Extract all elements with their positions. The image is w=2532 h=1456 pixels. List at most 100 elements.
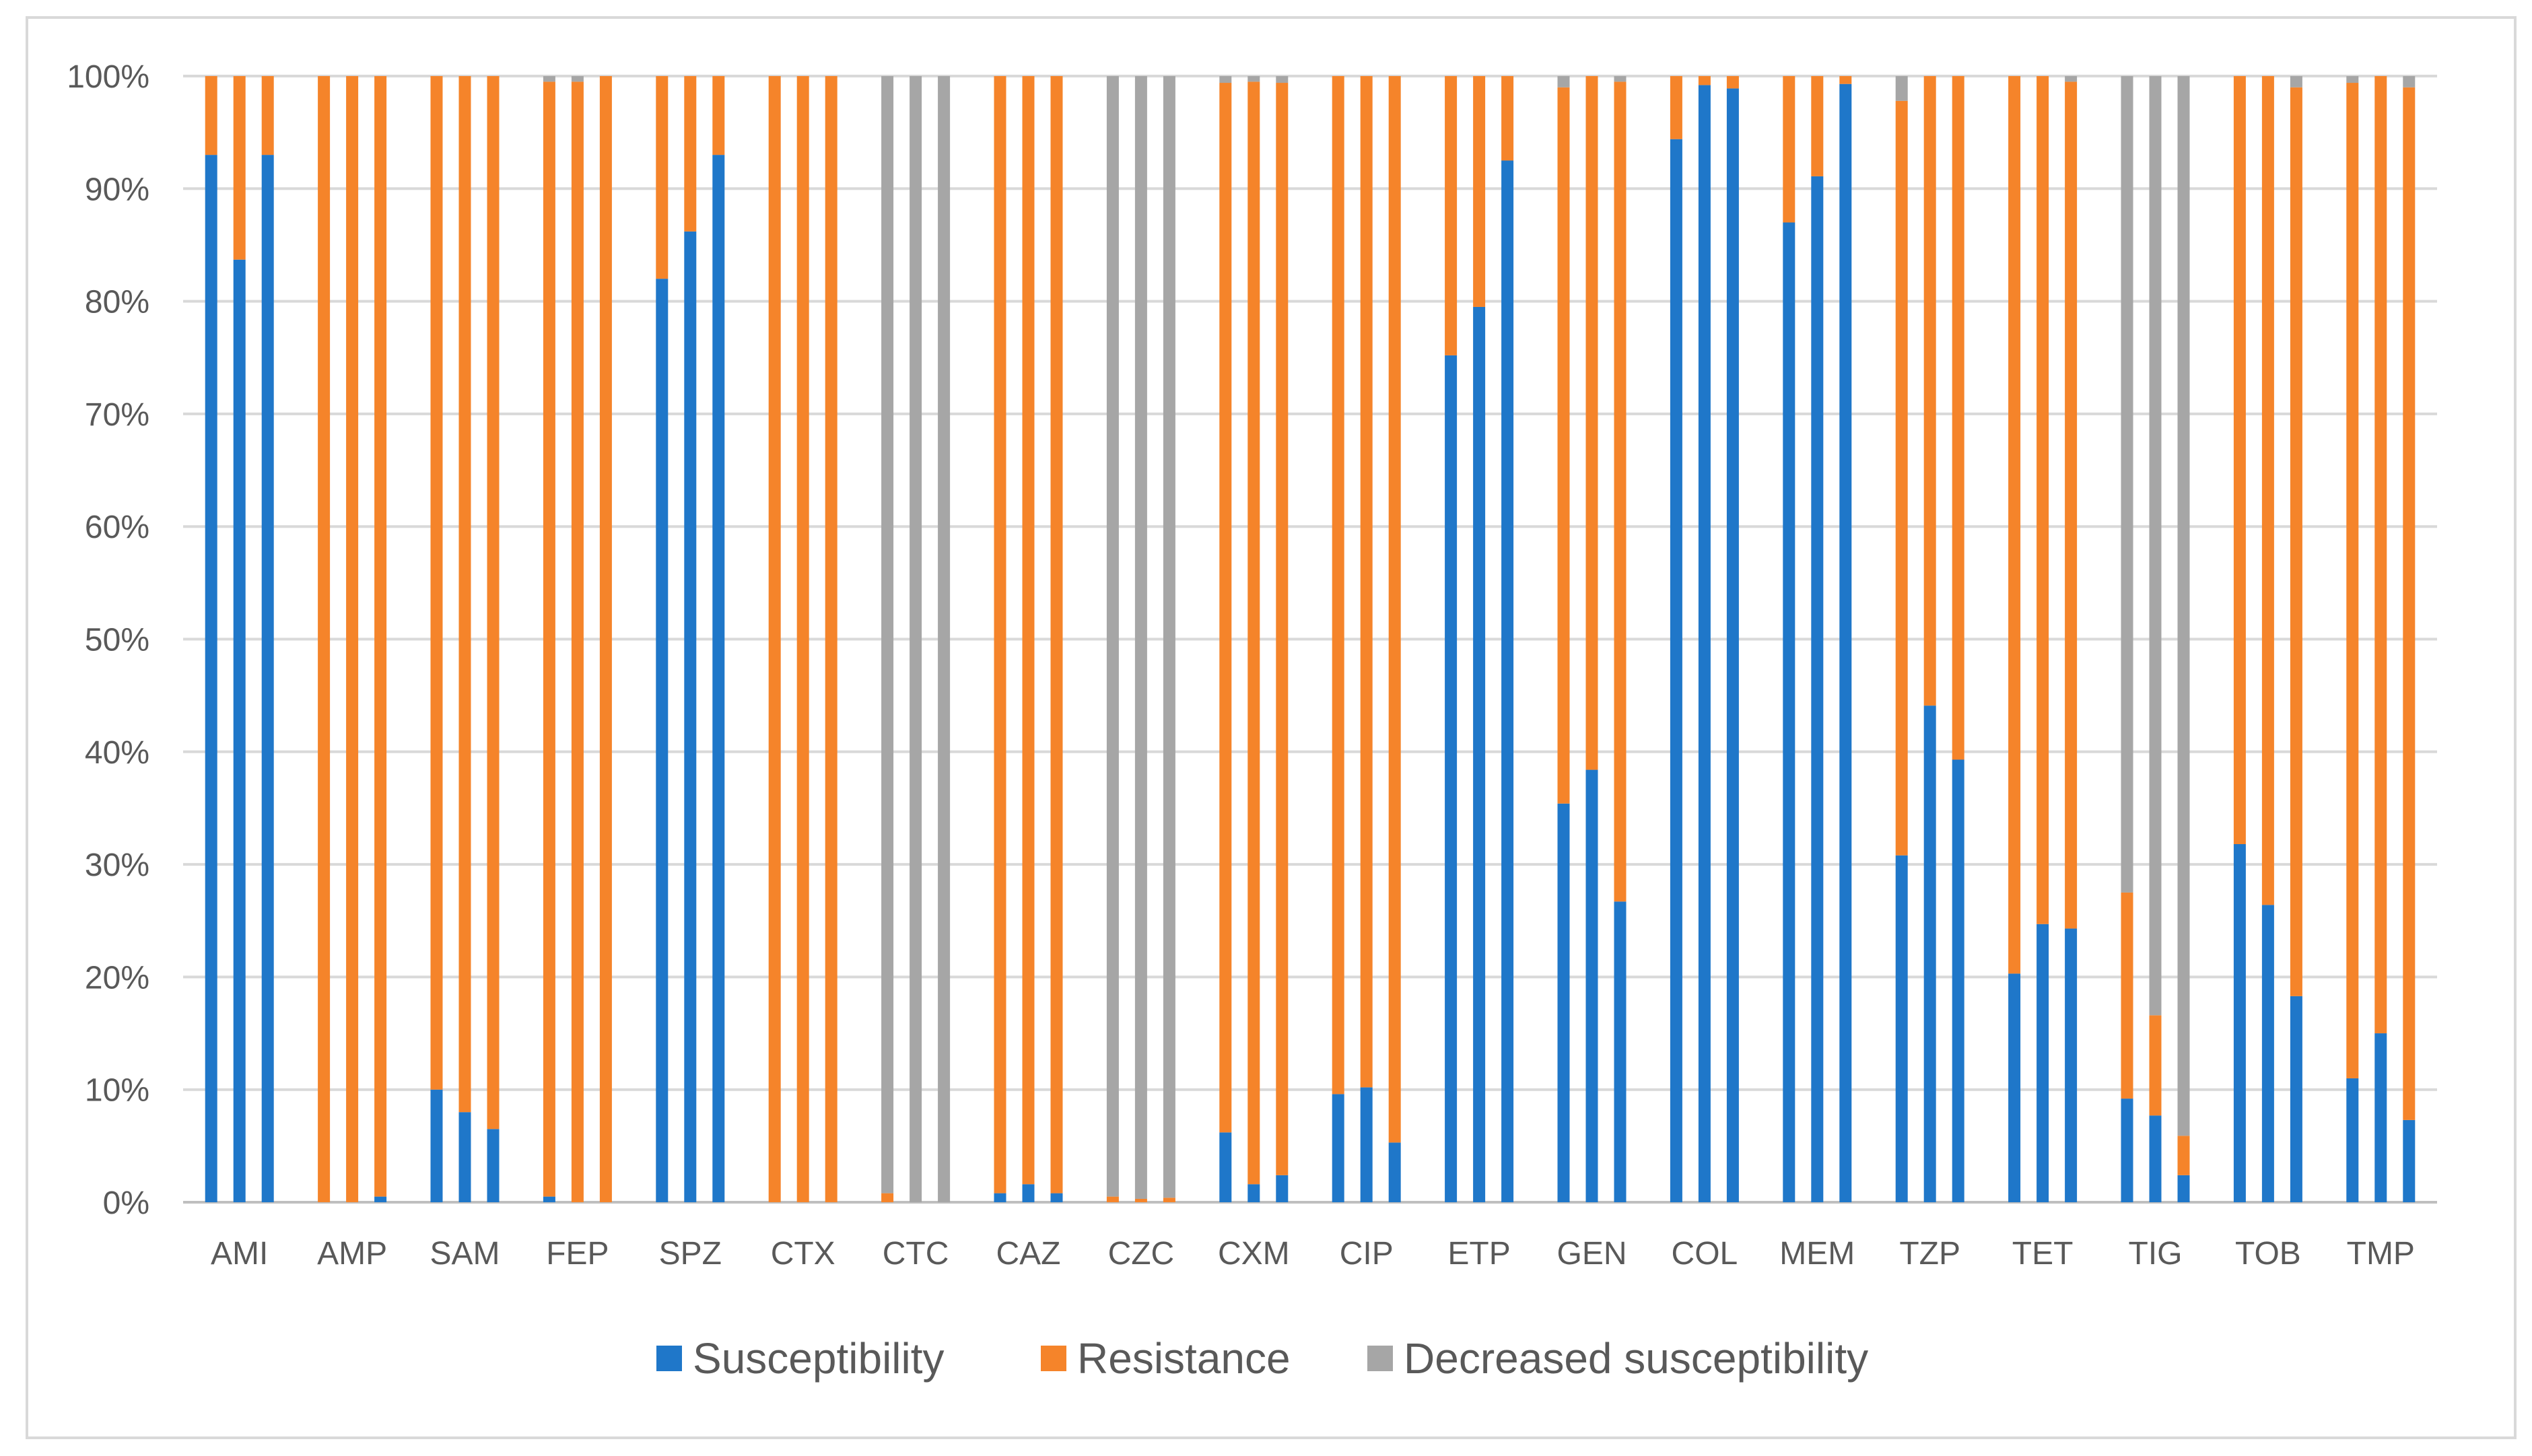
bar-tob-1-resistance xyxy=(2233,76,2246,844)
bar-spz-2-susceptibility xyxy=(684,231,697,1202)
bar-cip-2-susceptibility xyxy=(1360,1087,1373,1202)
x-tick-label-tob: TOB xyxy=(2235,1236,2301,1272)
x-tick-label-caz: CAZ xyxy=(996,1236,1061,1272)
bar-tob-1-susceptibility xyxy=(2233,843,2246,1202)
bar-mem-1-susceptibility xyxy=(1783,222,1795,1202)
legend-swatch-decreased-susceptibility xyxy=(1367,1346,1393,1371)
bar-fep-2-decreased-susceptibility xyxy=(571,76,584,82)
bar-tzp-1-susceptibility xyxy=(1895,855,1908,1202)
bar-ctc-3-decreased-susceptibility xyxy=(938,76,951,1202)
bar-cip-1-resistance xyxy=(1332,76,1344,1095)
bar-col-1-susceptibility xyxy=(1670,139,1682,1203)
bar-etp-3-susceptibility xyxy=(1501,160,1514,1203)
legend-label-susceptibility: Susceptibility xyxy=(693,1334,945,1383)
bar-ctx-3-resistance xyxy=(825,76,837,1202)
bar-ctx-2-resistance xyxy=(796,76,809,1202)
bar-mem-3-resistance xyxy=(1839,76,1852,84)
bar-fep-3-resistance xyxy=(599,76,612,1202)
bar-czc-1-resistance xyxy=(1106,1196,1119,1202)
bar-cip-3-resistance xyxy=(1388,76,1401,1143)
bar-amp-3-susceptibility xyxy=(374,1196,387,1202)
bar-ami-1-resistance xyxy=(205,76,217,155)
bar-cip-1-susceptibility xyxy=(1332,1094,1344,1202)
y-tick-label: 90% xyxy=(85,172,149,207)
bar-gen-3-susceptibility xyxy=(1614,901,1627,1202)
bar-tmp-3-decreased-susceptibility xyxy=(2403,76,2416,88)
x-tick-label-fep: FEP xyxy=(546,1236,609,1272)
bar-tmp-1-resistance xyxy=(2346,83,2359,1078)
bar-tet-3-decreased-susceptibility xyxy=(2065,76,2078,82)
y-tick-label: 80% xyxy=(85,285,149,320)
bar-amp-1-resistance xyxy=(318,76,331,1202)
bar-caz-3-resistance xyxy=(1050,76,1063,1193)
y-tick-label: 10% xyxy=(85,1073,149,1109)
x-tick-label-cip: CIP xyxy=(1340,1236,1394,1272)
bar-tet-3-susceptibility xyxy=(2065,928,2078,1202)
bar-ami-3-susceptibility xyxy=(261,155,274,1203)
bar-sam-2-resistance xyxy=(458,76,471,1113)
bar-cip-2-resistance xyxy=(1360,76,1373,1088)
bar-ctc-1-resistance xyxy=(881,1193,894,1202)
x-tick-label-tet: TET xyxy=(2012,1236,2074,1272)
bar-tig-1-decreased-susceptibility xyxy=(2121,76,2133,893)
bar-cxm-2-resistance xyxy=(1247,81,1260,1185)
bar-spz-1-susceptibility xyxy=(656,279,669,1202)
bar-tet-2-resistance xyxy=(2037,76,2049,924)
bar-sam-1-susceptibility xyxy=(430,1089,443,1202)
bar-caz-2-resistance xyxy=(1022,76,1035,1185)
bar-cxm-3-decreased-susceptibility xyxy=(1276,76,1289,83)
bar-tzp-3-resistance xyxy=(1952,76,1964,760)
bar-spz-1-resistance xyxy=(656,76,669,279)
y-tick-label: 40% xyxy=(85,735,149,771)
bar-fep-1-resistance xyxy=(543,81,555,1197)
bar-tmp-3-susceptibility xyxy=(2403,1119,2416,1202)
bar-tig-3-resistance xyxy=(2177,1136,2190,1175)
bar-mem-3-susceptibility xyxy=(1839,83,1852,1203)
bar-gen-2-susceptibility xyxy=(1585,769,1598,1202)
bar-gen-1-decreased-susceptibility xyxy=(1557,76,1570,88)
bar-tob-3-susceptibility xyxy=(2290,996,2302,1202)
x-tick-label-czc: CZC xyxy=(1108,1236,1175,1272)
bar-czc-2-resistance xyxy=(1134,1198,1147,1202)
x-tick-label-ctx: CTX xyxy=(771,1236,835,1272)
x-tick-label-ami: AMI xyxy=(211,1236,268,1272)
legend-label-resistance: Resistance xyxy=(1077,1334,1291,1383)
x-tick-label-cxm: CXM xyxy=(1218,1236,1290,1272)
y-tick-label: 30% xyxy=(85,847,149,883)
bar-gen-2-resistance xyxy=(1585,76,1598,770)
bar-tob-2-resistance xyxy=(2261,76,2274,905)
bar-tet-3-resistance xyxy=(2065,81,2078,929)
bar-fep-1-decreased-susceptibility xyxy=(543,76,555,82)
bar-tig-2-susceptibility xyxy=(2149,1115,2162,1202)
bar-ctc-2-decreased-susceptibility xyxy=(910,76,922,1202)
legend-swatch-resistance xyxy=(1041,1346,1066,1371)
bar-mem-1-resistance xyxy=(1783,76,1795,223)
bar-tmp-2-susceptibility xyxy=(2374,1033,2387,1202)
bar-spz-3-susceptibility xyxy=(712,155,725,1203)
y-tick-label: 0% xyxy=(103,1185,149,1221)
bar-caz-2-susceptibility xyxy=(1022,1184,1035,1202)
legend-label-decreased-susceptibility: Decreased susceptibility xyxy=(1404,1334,1868,1383)
bar-tet-1-susceptibility xyxy=(2008,973,2021,1202)
bar-ami-1-susceptibility xyxy=(205,155,217,1203)
bar-czc-2-decreased-susceptibility xyxy=(1134,76,1147,1199)
bar-tig-2-resistance xyxy=(2149,1015,2162,1116)
bar-gen-1-resistance xyxy=(1557,87,1570,804)
bar-col-2-resistance xyxy=(1698,76,1711,85)
y-tick-label: 70% xyxy=(85,397,149,433)
x-tick-label-tmp: TMP xyxy=(2347,1236,2415,1272)
bar-tob-3-decreased-susceptibility xyxy=(2290,76,2302,88)
bar-tzp-3-susceptibility xyxy=(1952,759,1964,1202)
legend-swatch-susceptibility xyxy=(656,1346,682,1371)
bar-tig-1-resistance xyxy=(2121,892,2133,1099)
x-tick-label-sam: SAM xyxy=(430,1236,500,1272)
bar-tmp-3-resistance xyxy=(2403,87,2416,1120)
x-axis-tick-labels: AMI AMP SAM FEP SPZ CTX CTC CAZ CZC CXM CIP ETP GEN C… xyxy=(211,1236,2415,1272)
x-tick-label-tig: TIG xyxy=(2129,1236,2183,1272)
bar-etp-3-resistance xyxy=(1501,76,1514,161)
bar-etp-2-susceptibility xyxy=(1473,306,1486,1203)
bar-tig-2-decreased-susceptibility xyxy=(2149,76,2162,1016)
x-tick-label-tzp: TZP xyxy=(1899,1236,1960,1272)
bar-cxm-2-decreased-susceptibility xyxy=(1247,76,1260,82)
bar-tmp-1-decreased-susceptibility xyxy=(2346,76,2359,83)
